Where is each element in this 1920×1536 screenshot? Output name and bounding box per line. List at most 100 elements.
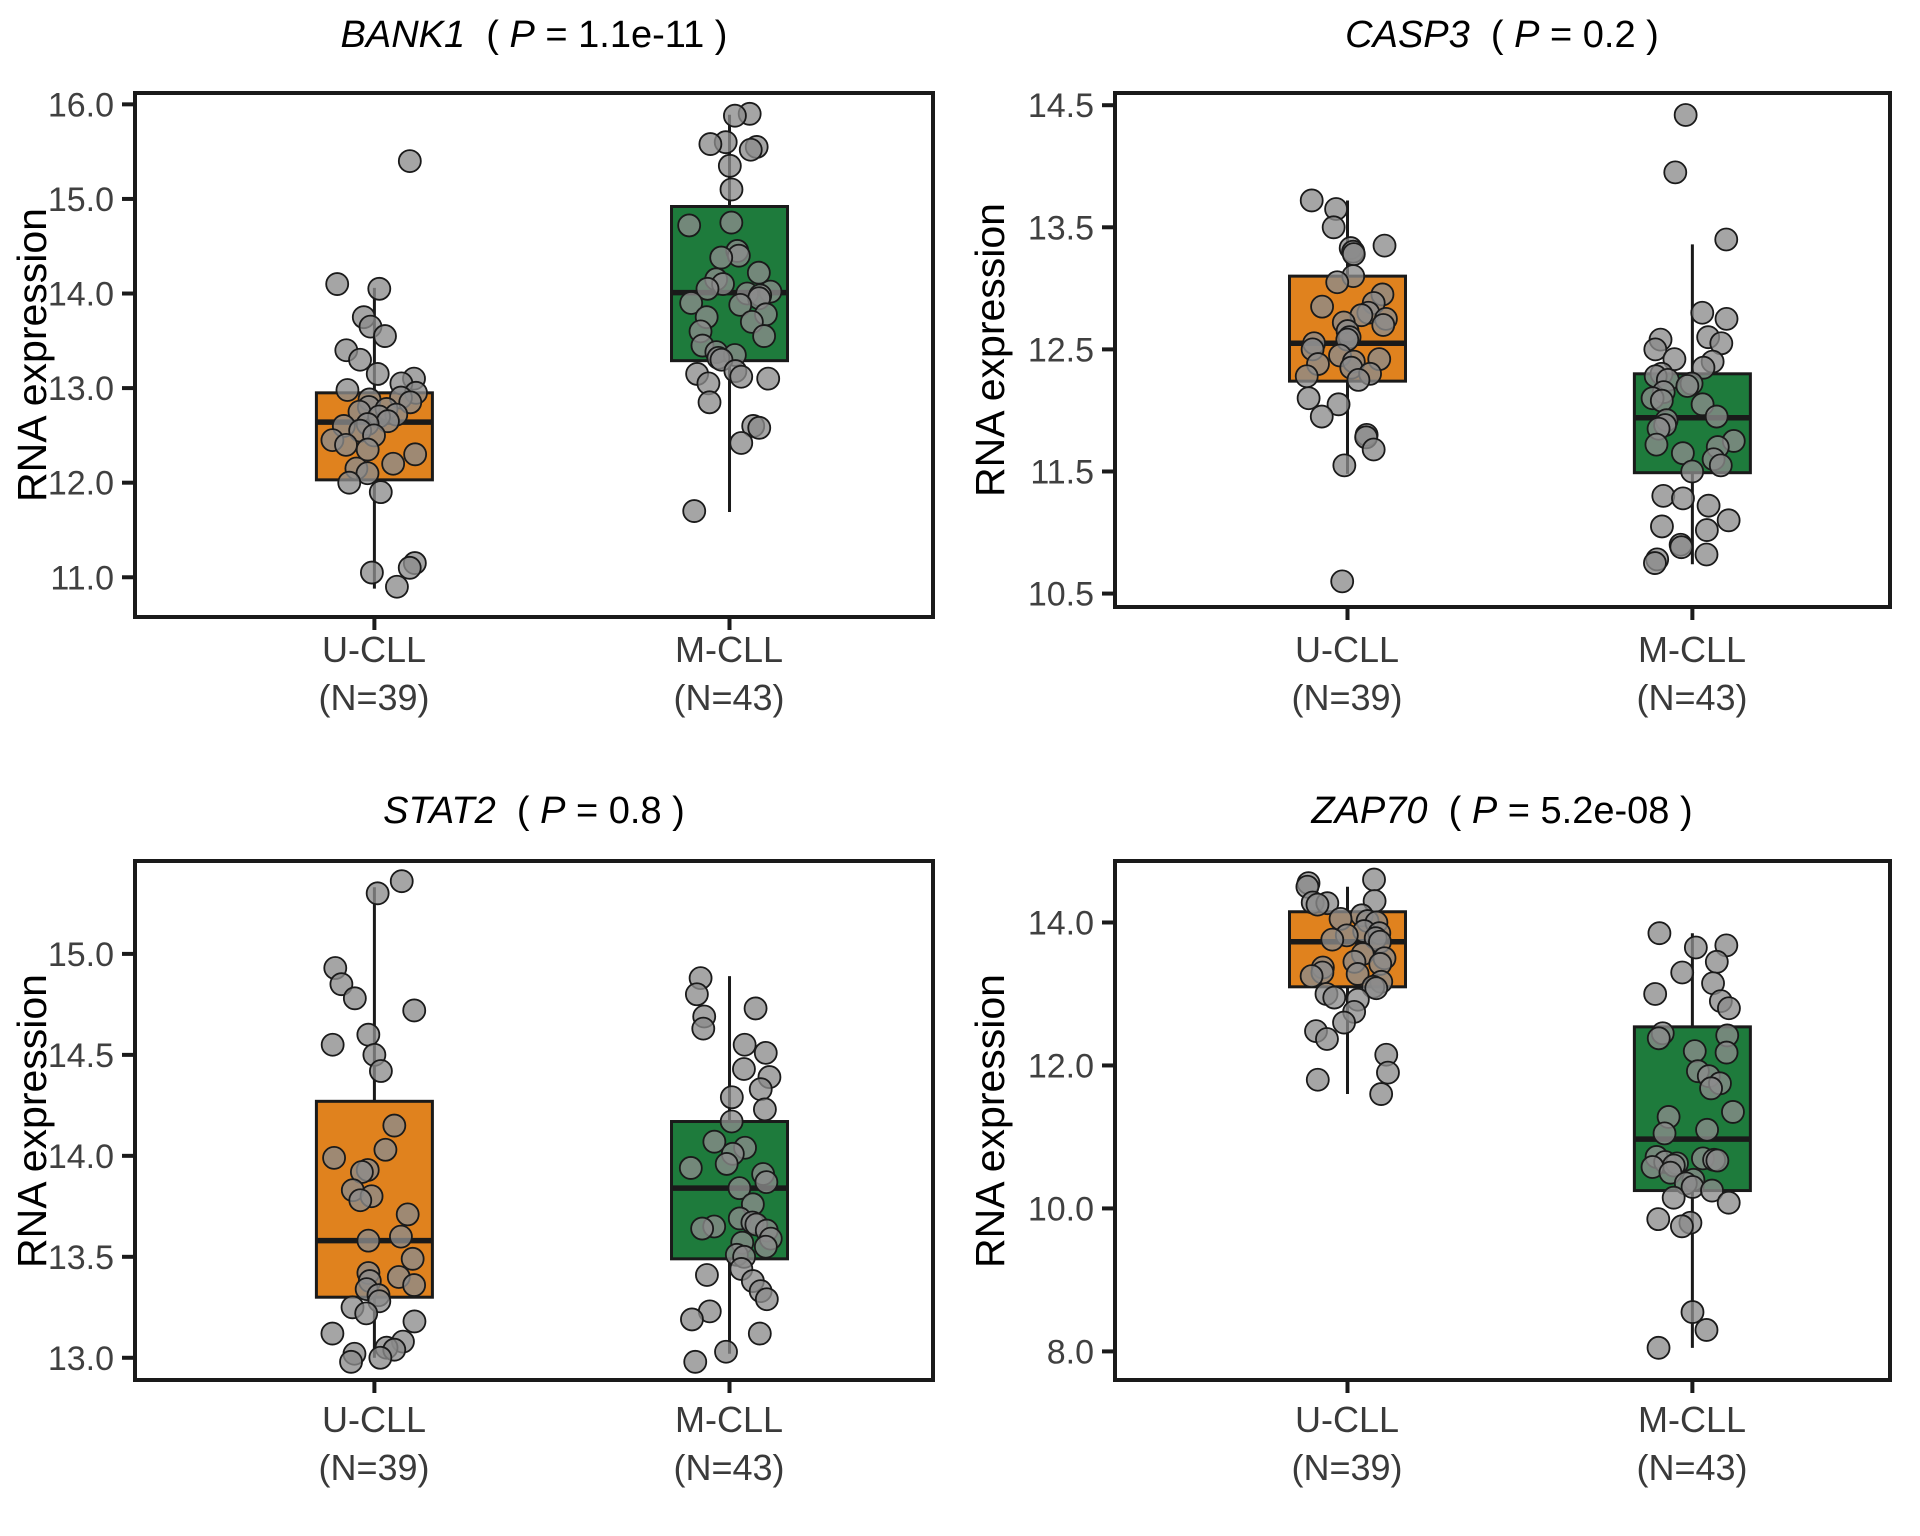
- data-point: [1716, 508, 1741, 533]
- y-tick-label: 10.0: [1028, 1190, 1094, 1228]
- data-point: [348, 347, 372, 372]
- data-point: [1682, 1039, 1707, 1064]
- data-point: [1646, 1207, 1671, 1232]
- data-point: [348, 1188, 373, 1213]
- data-point: [389, 869, 414, 894]
- data-point: [365, 881, 390, 906]
- data-point: [691, 1016, 716, 1041]
- data-point: [355, 437, 380, 462]
- data-point: [756, 366, 781, 391]
- data-point: [719, 177, 744, 202]
- data-point: [1332, 453, 1357, 478]
- data-point: [1694, 542, 1719, 567]
- x-group-label-ucll: U-CLL: [1295, 629, 1399, 670]
- data-point: [1643, 551, 1667, 575]
- data-point: [1346, 368, 1371, 392]
- data-point: [397, 149, 422, 174]
- panel-border: [133, 91, 935, 619]
- data-point: [1364, 976, 1389, 1001]
- data-point: [367, 276, 392, 301]
- data-point: [1649, 388, 1674, 413]
- data-point: [1322, 985, 1347, 1010]
- data-point: [698, 132, 723, 156]
- x-group-n-mcll: (N=43): [673, 1447, 784, 1488]
- y-tick-label: 15.0: [48, 181, 114, 219]
- data-point: [1691, 355, 1716, 380]
- data-point: [403, 442, 428, 467]
- x-group-n-ucll: (N=39): [318, 1447, 429, 1488]
- data-point: [1705, 1148, 1730, 1173]
- y-tick-label: 15.0: [48, 936, 114, 974]
- y-tick-label: 14.5: [1028, 87, 1094, 125]
- data-point: [697, 390, 722, 415]
- data-point: [719, 1109, 744, 1134]
- data-point: [1376, 1060, 1400, 1085]
- data-point: [717, 153, 742, 178]
- data-point: [389, 1224, 413, 1249]
- data-point: [1694, 518, 1719, 542]
- y-tick-label: 12.0: [48, 465, 114, 503]
- data-point: [747, 415, 772, 440]
- data-point: [360, 560, 384, 585]
- data-point: [1694, 1318, 1719, 1342]
- data-point: [753, 1040, 778, 1065]
- panel-border: [1113, 91, 1892, 609]
- y-axis-label: RNA expression: [9, 974, 55, 1268]
- y-tick-label: 12.5: [1028, 331, 1094, 369]
- data-point: [753, 1097, 777, 1122]
- data-point: [1721, 1100, 1745, 1124]
- x-group-n-ucll: (N=39): [1291, 677, 1402, 718]
- y-axis-label: RNA expression: [9, 208, 55, 502]
- y-tick-label: 12.0: [1028, 1047, 1094, 1085]
- panel-title: BANK1 ( P = 1.1e-11 ): [341, 14, 728, 56]
- data-point: [335, 378, 360, 402]
- data-point: [754, 1287, 779, 1312]
- y-tick-label: 11.5: [1030, 453, 1094, 491]
- data-point: [355, 461, 380, 486]
- data-point: [1673, 103, 1698, 127]
- y-tick-label: 8.0: [1047, 1333, 1094, 1371]
- data-point: [752, 324, 777, 348]
- data-point: [1680, 1300, 1705, 1324]
- panel-bank1: BANK1 ( P = 1.1e-11 ) RNA expression U-C…: [9, 14, 935, 718]
- data-point: [397, 555, 422, 580]
- data-point: [1326, 392, 1351, 417]
- data-point: [682, 499, 707, 523]
- data-point: [1321, 215, 1346, 240]
- panel-zap70: ZAP70 ( P = 5.2e-08 ) RNA expression U-C…: [967, 790, 1892, 1488]
- data-point: [381, 451, 406, 476]
- data-point: [1717, 996, 1741, 1021]
- data-point: [1716, 1190, 1741, 1215]
- data-point: [753, 1234, 778, 1259]
- data-point: [1299, 964, 1324, 988]
- data-point: [1362, 867, 1386, 892]
- data-point: [356, 1022, 381, 1047]
- data-point: [1671, 486, 1695, 511]
- data-point: [1650, 514, 1674, 539]
- x-group-n-mcll: (N=43): [1636, 677, 1747, 718]
- x-group-label-mcll: M-CLL: [675, 1399, 783, 1440]
- data-point: [1695, 1117, 1719, 1142]
- data-point: [337, 470, 362, 495]
- data-point: [1315, 1027, 1339, 1051]
- data-point: [1332, 1010, 1356, 1035]
- data-point: [1652, 1121, 1677, 1146]
- data-point: [368, 1059, 393, 1083]
- data-point: [1683, 935, 1708, 960]
- data-point: [714, 1152, 739, 1176]
- data-point: [1704, 949, 1729, 974]
- data-point: [729, 364, 754, 389]
- data-point: [1680, 459, 1705, 484]
- x-group-label-ucll: U-CLL: [1295, 1399, 1399, 1440]
- data-point: [678, 1156, 703, 1180]
- data-point: [395, 1202, 420, 1227]
- data-point: [1643, 982, 1668, 1006]
- data-point: [719, 1085, 744, 1110]
- y-tick-label: 11.0: [50, 559, 114, 597]
- data-point: [1310, 294, 1334, 319]
- data-point: [1345, 962, 1370, 986]
- x-group-label-ucll: U-CLL: [322, 1399, 426, 1440]
- plot-area: 11.0 12.0 13.0 14.0 15.0 16.0: [48, 86, 935, 630]
- data-point: [402, 1309, 427, 1334]
- data-point: [1669, 535, 1694, 560]
